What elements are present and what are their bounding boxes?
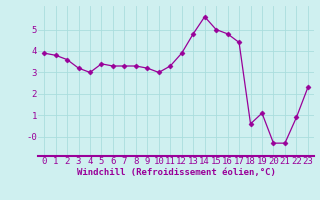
- X-axis label: Windchill (Refroidissement éolien,°C): Windchill (Refroidissement éolien,°C): [76, 168, 276, 177]
